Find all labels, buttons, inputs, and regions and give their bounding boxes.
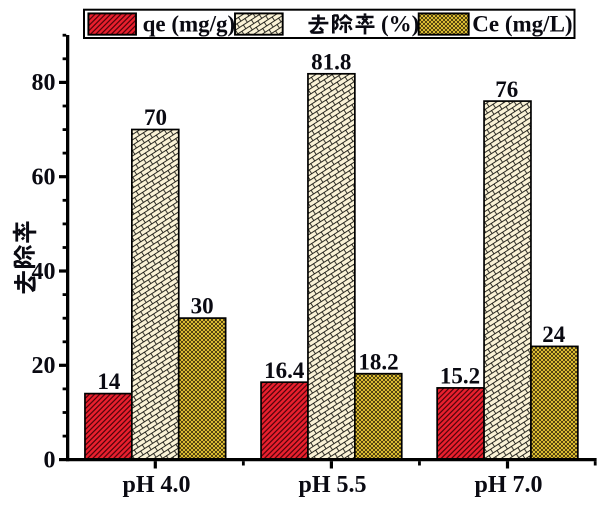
svg-text:pH 4.0: pH 4.0 bbox=[122, 472, 190, 498]
svg-text:pH 5.5: pH 5.5 bbox=[298, 472, 366, 498]
svg-text:Ce (mg/L): Ce (mg/L) bbox=[472, 12, 572, 37]
svg-text:24: 24 bbox=[542, 322, 566, 347]
svg-text:20: 20 bbox=[32, 353, 56, 379]
svg-text:(%): (%) bbox=[381, 12, 419, 37]
svg-text:81.8: 81.8 bbox=[311, 49, 351, 74]
svg-text:16.4: 16.4 bbox=[264, 358, 305, 383]
svg-text:30: 30 bbox=[191, 294, 214, 319]
svg-text:60: 60 bbox=[32, 165, 56, 191]
svg-text:pH 7.0: pH 7.0 bbox=[474, 472, 542, 498]
svg-text:80: 80 bbox=[32, 70, 56, 96]
svg-text:70: 70 bbox=[144, 105, 167, 130]
svg-text:18.2: 18.2 bbox=[358, 349, 398, 374]
svg-text:qe (mg/g): qe (mg/g) bbox=[143, 12, 236, 37]
svg-text:0: 0 bbox=[44, 447, 56, 473]
svg-text:76: 76 bbox=[495, 77, 518, 102]
svg-text:14: 14 bbox=[97, 369, 121, 394]
svg-text:15.2: 15.2 bbox=[440, 364, 480, 389]
